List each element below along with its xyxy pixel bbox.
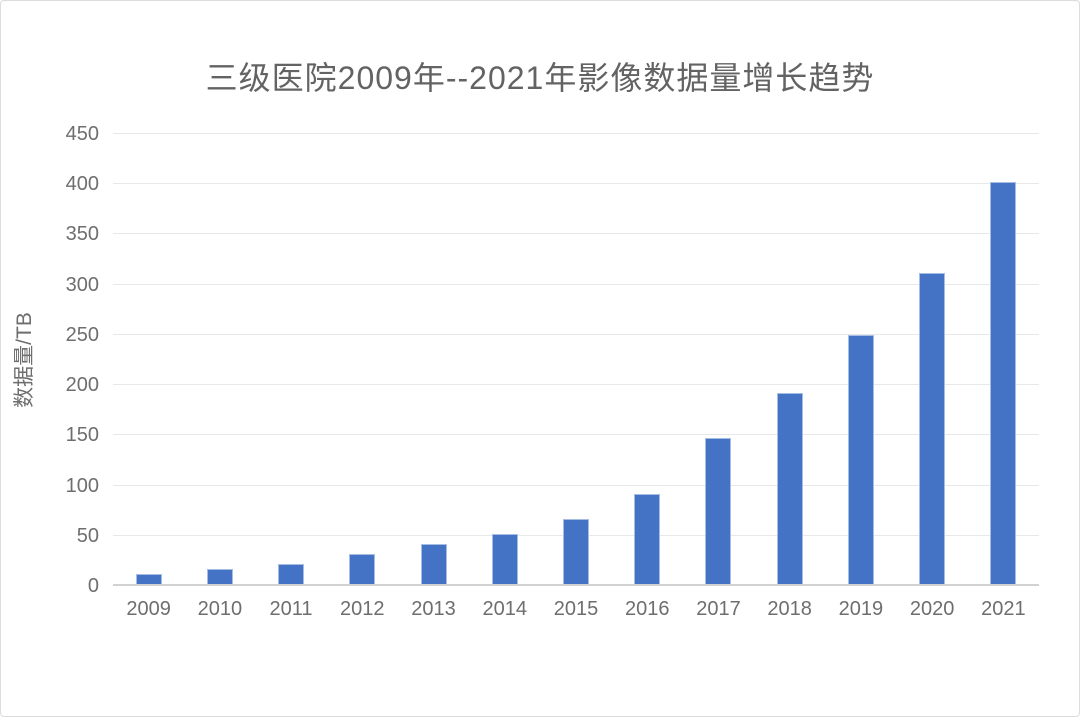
y-tick-label-200: 200: [65, 374, 99, 397]
y-tick-label-400: 400: [65, 173, 99, 196]
y-axis-title: 数据量/TB: [13, 312, 36, 408]
bar-2015: [563, 518, 589, 584]
y-tick-label-450: 450: [65, 123, 99, 145]
gridline-150: [113, 434, 1039, 436]
plot-area: 0 50 100 150 200 250 300 350 400 450 2009 2010 2011…: [66, 124, 1039, 620]
x-tick-label-2014: 2014: [482, 598, 528, 620]
x-tick-label-2018: 2018: [767, 598, 812, 620]
bar-2018: [776, 393, 803, 584]
x-tick-label-2019: 2019: [838, 598, 884, 620]
y-tick-label-150: 150: [65, 424, 99, 447]
chart-title: 三级医院2009年--2021年影像数据量增长趋势: [205, 60, 875, 96]
x-tick-label-2020: 2020: [909, 598, 955, 620]
x-tick-label-2017: 2017: [696, 598, 741, 620]
x-tick-label-2015: 2015: [553, 598, 599, 620]
bar-2016: [634, 493, 661, 584]
y-tick-label-350: 350: [65, 223, 99, 246]
gridline-100: [113, 484, 1039, 486]
x-tick-label-2016: 2016: [624, 598, 670, 620]
bar-2019: [847, 334, 874, 584]
x-tick-label-2013: 2013: [411, 598, 456, 620]
bar-2013: [420, 543, 447, 584]
bar-2009: [135, 573, 162, 584]
bar-2017: [705, 438, 732, 584]
y-tick-label-50: 50: [76, 524, 99, 547]
x-axis-line: [113, 584, 1039, 586]
y-tick-label-100: 100: [65, 474, 99, 497]
bar-2020: [919, 272, 946, 584]
y-tick-label-250: 250: [65, 323, 99, 346]
x-tick-label-2021: 2021: [981, 598, 1026, 620]
gridline-450: [113, 133, 1039, 134]
gridline-350: [113, 233, 1039, 235]
gridline-250: [113, 333, 1039, 335]
gridline-300: [113, 283, 1039, 285]
y-tick-label-0: 0: [87, 575, 99, 597]
x-tick-label-2010: 2010: [197, 598, 243, 620]
bar-2012: [349, 553, 376, 584]
bar-2011: [278, 563, 305, 584]
gridline-200: [113, 384, 1039, 386]
y-tick-label-300: 300: [65, 273, 99, 296]
bar-2010: [206, 568, 233, 584]
x-tick-label-2009: 2009: [126, 598, 171, 620]
x-tick-label-2011: 2011: [269, 598, 313, 620]
bar-2014: [491, 533, 518, 584]
x-tick-label-2012: 2012: [340, 598, 385, 620]
gridline-400: [113, 183, 1039, 185]
bar-2021: [990, 182, 1017, 584]
